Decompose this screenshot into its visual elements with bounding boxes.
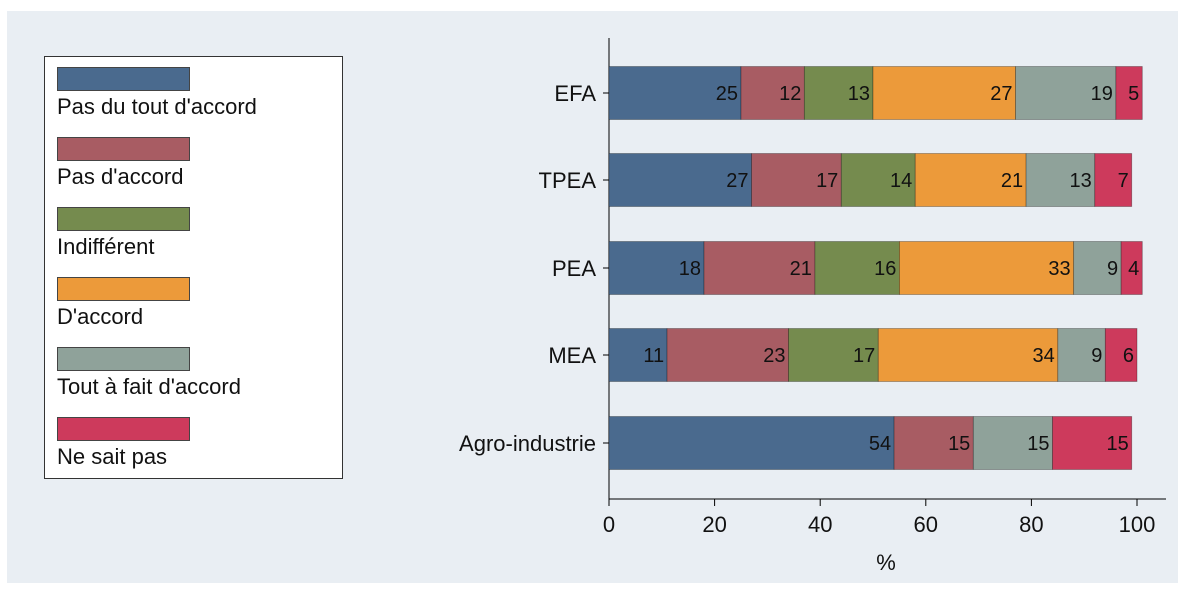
bar-pea-ne-sait-pas [1120, 241, 1143, 295]
bar-label-mea-ne-sait-pas: 6 [1123, 345, 1134, 367]
bar-tpea-pas-d-accord [751, 153, 842, 207]
bar-tpea-pas-du-tout-d-accord [608, 153, 752, 207]
bar-tpea-d-accord [914, 153, 1027, 207]
bar-pea-pas-du-tout-d-accord [608, 241, 705, 295]
bar-label-agro-industrie-tout-a-fait-d-accord: 15 [1027, 433, 1049, 455]
bar-value-labels: 25 12 13 27 19 527 17 14 21 13 718 21 16 33 9 411 23 17 34… [643, 83, 1139, 455]
bar-label-efa-ne-sait-pas: 5 [1128, 83, 1139, 105]
y-tick-label-agro-industrie: Agro-industrie [459, 431, 596, 456]
x-axis-title: % [876, 550, 896, 575]
legend-label-tout-a-fait-daccord: Tout à fait d'accord [57, 374, 241, 399]
bar-efa-d-accord [872, 66, 1016, 120]
bar-pea-tout-a-fait-d-accord [1073, 241, 1122, 295]
legend-label-indifferent: Indifférent [57, 234, 155, 259]
bar-label-tpea-ne-sait-pas: 7 [1118, 170, 1129, 192]
bar-pea-indifferent [814, 241, 900, 295]
legend-label-daccord: D'accord [57, 304, 144, 329]
bar-label-pea-d-accord: 33 [1048, 258, 1070, 280]
bar-label-pea-ne-sait-pas: 4 [1128, 258, 1139, 280]
legend-swatch-daccord [57, 277, 190, 301]
bar-label-mea-pas-du-tout-d-accord: 11 [643, 345, 664, 367]
bar-efa-tout-a-fait-d-accord [1015, 66, 1117, 120]
legend-label-ne-sait-pas: Ne sait pas [57, 444, 168, 469]
bar-tpea-indifferent [840, 153, 916, 207]
bar-label-tpea-pas-du-tout-d-accord: 27 [726, 170, 748, 192]
bar-efa-pas-du-tout-d-accord [608, 66, 742, 120]
y-tick-label-tpea: TPEA [539, 168, 597, 193]
bar-label-agro-industrie-pas-d-accord: 15 [948, 433, 970, 455]
bar-pea-pas-d-accord [703, 241, 816, 295]
bar-label-agro-industrie-pas-du-tout-d-accord: 54 [869, 433, 891, 455]
bar-label-efa-indifferent: 13 [848, 83, 870, 105]
bars-layer [608, 66, 1143, 470]
bar-label-tpea-indifferent: 14 [890, 170, 912, 192]
bar-label-pea-pas-du-tout-d-accord: 18 [679, 258, 701, 280]
bar-label-pea-indifferent: 16 [874, 258, 896, 280]
bar-label-mea-tout-a-fait-d-accord: 9 [1091, 345, 1102, 367]
bar-mea-d-accord [877, 328, 1059, 382]
y-tick-label-mea: MEA [548, 343, 596, 368]
bar-agro-industrie-tout-a-fait-d-accord [972, 416, 1053, 470]
bar-efa-ne-sait-pas [1115, 66, 1143, 120]
bar-mea-pas-du-tout-d-accord [608, 328, 668, 382]
bar-label-pea-pas-d-accord: 21 [790, 258, 812, 280]
bar-mea-ne-sait-pas [1104, 328, 1138, 382]
bar-efa-indifferent [803, 66, 874, 120]
x-tick-label-0: 0 [603, 512, 615, 537]
x-tick-label-20: 20 [702, 512, 726, 537]
bar-label-tpea-d-accord: 21 [1001, 170, 1023, 192]
bar-label-efa-tout-a-fait-d-accord: 19 [1091, 83, 1113, 105]
legend-swatch-ne-sait-pas [57, 417, 190, 441]
bar-label-efa-pas-d-accord: 12 [779, 83, 801, 105]
bar-label-agro-industrie-ne-sait-pas: 15 [1106, 433, 1128, 455]
bar-label-tpea-pas-d-accord: 17 [816, 170, 838, 192]
legend-swatch-pas-du-tout-daccord [57, 67, 190, 91]
bar-label-mea-d-accord: 34 [1033, 345, 1055, 367]
y-tick-label-pea: PEA [552, 256, 596, 281]
bar-label-tpea-tout-a-fait-d-accord: 13 [1070, 170, 1092, 192]
bar-tpea-tout-a-fait-d-accord [1025, 153, 1096, 207]
y-axis: EFA TPEA PEA MEA Agro-industrie [459, 81, 609, 456]
bar-pea-d-accord [899, 241, 1075, 295]
legend-swatch-pas-daccord [57, 137, 190, 161]
y-tick-label-efa: EFA [554, 81, 596, 106]
chart-legend: Pas du tout d'accord Pas d'accord Indiff… [44, 56, 343, 479]
x-tick-label-60: 60 [914, 512, 938, 537]
legend-label-pas-daccord: Pas d'accord [57, 164, 184, 189]
x-axis: 0 20 40 60 80 100 [603, 499, 1155, 537]
legend-swatch-indifferent [57, 207, 190, 231]
x-tick-label-100: 100 [1119, 512, 1156, 537]
legend-label-pas-du-tout-daccord: Pas du tout d'accord [57, 94, 257, 119]
bar-agro-industrie-pas-du-tout-d-accord [608, 416, 895, 470]
bar-mea-tout-a-fait-d-accord [1057, 328, 1106, 382]
bar-agro-industrie-ne-sait-pas [1052, 416, 1133, 470]
bar-agro-industrie-pas-d-accord [893, 416, 974, 470]
x-tick-label-40: 40 [808, 512, 832, 537]
bar-efa-pas-d-accord [740, 66, 805, 120]
bar-label-pea-tout-a-fait-d-accord: 9 [1107, 258, 1118, 280]
bar-label-efa-pas-du-tout-d-accord: 25 [716, 83, 738, 105]
bar-tpea-ne-sait-pas [1094, 153, 1133, 207]
bar-label-efa-d-accord: 27 [990, 83, 1012, 105]
legend-swatch-tout-a-fait-daccord [57, 347, 190, 371]
x-tick-label-80: 80 [1019, 512, 1043, 537]
bar-label-mea-indifferent: 17 [853, 345, 875, 367]
bar-label-mea-pas-d-accord: 23 [763, 345, 785, 367]
